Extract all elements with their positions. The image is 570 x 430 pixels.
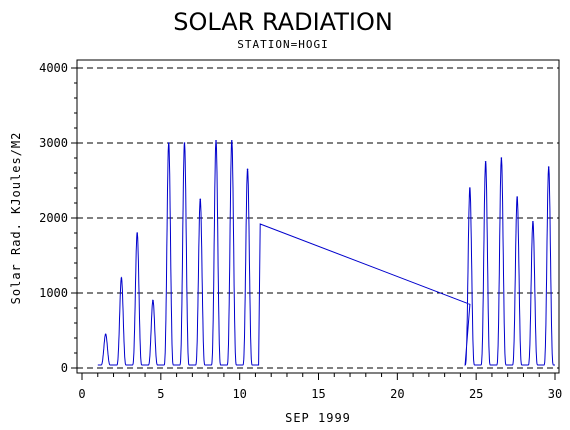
y-tick-label-3000: 3000 <box>39 136 68 150</box>
chart-subtitle: STATION=HOGI <box>237 38 328 51</box>
series-group <box>97 139 555 366</box>
peak-point-day-10 <box>246 168 249 171</box>
horizontal-gridlines <box>77 67 559 369</box>
x-tick-label-30: 30 <box>548 387 562 401</box>
peak-point-day-3 <box>136 232 138 234</box>
solar-radiation-line <box>97 140 555 366</box>
peak-point-day-24 <box>469 187 471 189</box>
x-tick-label-20: 20 <box>390 387 404 401</box>
peak-point-day-25 <box>484 160 487 163</box>
x-tick-label-10: 10 <box>232 387 246 401</box>
x-tick-label-25: 25 <box>469 387 483 401</box>
chart-title: SOLAR RADIATION <box>173 8 393 36</box>
peak-point-day-29 <box>547 166 550 168</box>
peak-point-day-6 <box>183 142 186 144</box>
x-axis-label: SEP 1999 <box>285 411 351 425</box>
x-tick-label-5: 5 <box>157 387 164 401</box>
x-axis-ticks: 0 5 10 15 20 25 30 <box>78 373 562 401</box>
peak-point-day-27 <box>516 196 518 198</box>
peak-point-day-5 <box>167 142 170 144</box>
y-axis-label: Solar Rad. KJoules/M2 <box>9 132 23 305</box>
peak-point-day-4 <box>152 299 154 302</box>
y-axis-ticks: 0 1000 2000 3000 4000 <box>39 61 77 375</box>
peak-point-day-28 <box>532 220 534 223</box>
y-tick-label-4000: 4000 <box>39 61 68 75</box>
x-tick-label-0: 0 <box>78 387 85 401</box>
y-tick-label-1000: 1000 <box>39 286 68 300</box>
peak-point-day-2 <box>120 277 123 279</box>
peak-point-day-8 <box>215 139 217 142</box>
y-tick-label-0: 0 <box>61 361 68 375</box>
peak-point-day-1 <box>104 333 107 336</box>
y-tick-label-2000: 2000 <box>39 211 68 225</box>
x-tick-label-15: 15 <box>311 387 325 401</box>
peak-point-day-9 <box>230 139 233 142</box>
peak-point-day-7 <box>199 198 202 201</box>
peak-point-day-26 <box>500 157 503 159</box>
